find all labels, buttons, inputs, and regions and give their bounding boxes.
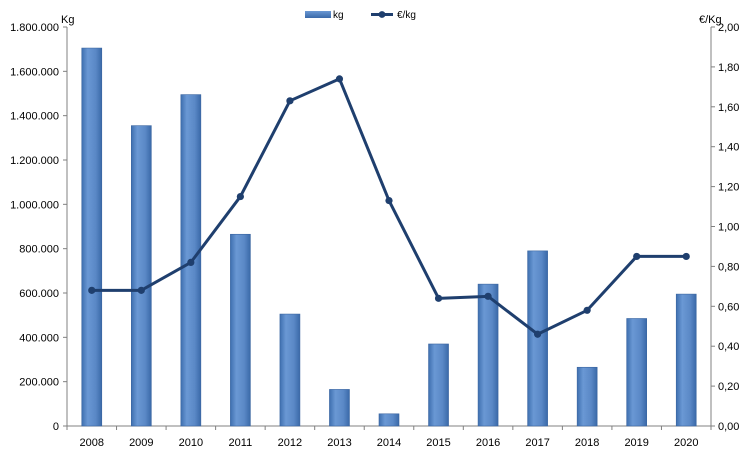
x-tick-label: 2018 bbox=[575, 437, 599, 449]
x-tick-label: 2008 bbox=[80, 437, 104, 449]
bar-kg-2012 bbox=[279, 313, 301, 427]
bar-kg-2008 bbox=[81, 47, 103, 427]
legend-price-marker bbox=[378, 11, 386, 18]
right-tick-label: 0,40 bbox=[718, 341, 739, 353]
right-tick-label: 0,00 bbox=[718, 421, 739, 433]
right-tick-label: 0,20 bbox=[718, 381, 739, 393]
x-tick-label: 2020 bbox=[674, 437, 698, 449]
left-tick-label: 200.000 bbox=[19, 377, 59, 389]
left-tick-label: 1.600.000 bbox=[10, 66, 59, 78]
left-tick-label: 1.000.000 bbox=[10, 199, 59, 211]
left-axis-unit-label: Kg bbox=[61, 14, 74, 26]
point-price-2020 bbox=[682, 252, 690, 261]
bar-kg-2019 bbox=[626, 318, 647, 427]
point-price-2011 bbox=[236, 192, 244, 201]
right-tick-label: 0,60 bbox=[718, 301, 739, 313]
left-tick-label: 0 bbox=[53, 421, 59, 433]
bar-kg-2009 bbox=[131, 125, 152, 427]
point-price-2008 bbox=[88, 286, 96, 294]
right-tick-label: 2,00 bbox=[718, 22, 739, 34]
x-tick-label: 2009 bbox=[129, 437, 153, 449]
left-tick-label: 1.400.000 bbox=[10, 111, 59, 123]
x-tick-label: 2012 bbox=[278, 437, 302, 449]
x-tick-label: 2011 bbox=[229, 437, 253, 449]
right-tick-label: 1,60 bbox=[718, 102, 739, 114]
bar-kg-2018 bbox=[576, 366, 598, 427]
legend-price-label: €/kg bbox=[397, 10, 416, 21]
bar-kg-2015 bbox=[428, 343, 449, 427]
x-tick-label: 2016 bbox=[476, 437, 500, 449]
left-tick-label: 400.000 bbox=[19, 332, 59, 344]
bar-kg-2020 bbox=[675, 293, 697, 427]
point-price-2013 bbox=[335, 75, 344, 83]
bar-kg-2016 bbox=[477, 283, 499, 427]
right-tick-label: 1,80 bbox=[718, 62, 739, 74]
bar-kg-2013 bbox=[329, 389, 350, 427]
point-price-2015 bbox=[434, 294, 443, 302]
legend-kg-swatch bbox=[305, 11, 331, 18]
left-tick-label: 1.800.000 bbox=[10, 22, 59, 34]
point-price-2018 bbox=[583, 306, 591, 314]
point-price-2010 bbox=[187, 258, 195, 267]
point-price-2019 bbox=[633, 252, 641, 261]
point-price-2009 bbox=[137, 286, 145, 294]
right-tick-label: 0,80 bbox=[718, 261, 739, 273]
x-tick-label: 2014 bbox=[377, 437, 401, 449]
x-tick-label: 2015 bbox=[426, 437, 450, 449]
bar-kg-2011 bbox=[230, 233, 251, 427]
point-price-2012 bbox=[286, 97, 294, 105]
point-price-2016 bbox=[484, 292, 492, 300]
bar-kg-2014 bbox=[378, 413, 400, 427]
right-tick-label: 1,20 bbox=[718, 182, 739, 194]
x-tick-label: 2019 bbox=[624, 437, 648, 449]
right-axis-unit-label: €/Kg bbox=[699, 14, 722, 26]
left-tick-label: 800.000 bbox=[19, 244, 59, 256]
right-tick-label: 1,00 bbox=[718, 222, 739, 234]
x-tick-label: 2013 bbox=[327, 437, 351, 449]
left-tick-label: 600.000 bbox=[19, 288, 59, 300]
left-tick-label: 1.200.000 bbox=[10, 155, 59, 167]
right-tick-label: 1,40 bbox=[718, 142, 739, 154]
bar-kg-2017 bbox=[527, 250, 548, 427]
point-price-2017 bbox=[534, 330, 542, 338]
point-price-2014 bbox=[385, 196, 393, 205]
x-tick-label: 2010 bbox=[179, 437, 203, 449]
legend-kg-label: kg bbox=[333, 10, 344, 21]
x-tick-label: 2017 bbox=[525, 437, 549, 449]
